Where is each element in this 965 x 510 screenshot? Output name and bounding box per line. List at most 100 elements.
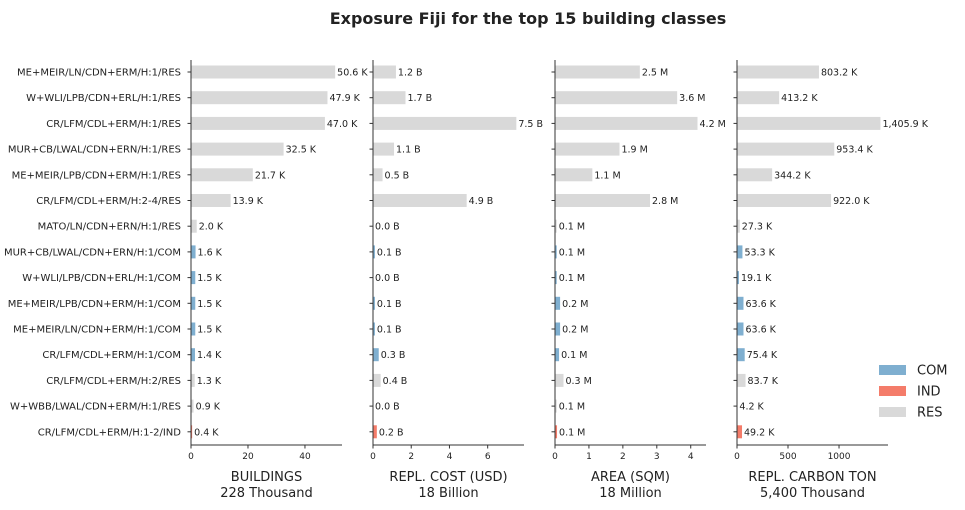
bar (555, 116, 698, 130)
category-label: W+WBB/LWAL/CDN+ERM/H:1/RES (10, 402, 181, 413)
data-label: 1.2 B (398, 68, 423, 79)
category-label: MATO/LN/CDN+ERN/H:1/RES (38, 222, 181, 233)
category-label: CR/LFM/CDL+ERM/H:1/RES (46, 119, 181, 130)
data-label: 344.2 K (774, 170, 811, 181)
category-label: MUR+CB/LWAL/CDN+ERN/H:1/RES (8, 145, 181, 156)
bar (191, 373, 195, 387)
data-label: 0.1 M (559, 222, 585, 233)
data-label: 4.2 M (700, 119, 726, 130)
data-label: 0.9 K (196, 402, 221, 413)
data-label: 47.9 K (329, 93, 360, 104)
x-tick-label: 0 (370, 452, 376, 462)
data-label: 803.2 K (821, 68, 858, 79)
bar (737, 296, 744, 310)
data-label: 413.2 K (781, 93, 818, 104)
category-label: ME+MEIR/LN/CDN+ERM/H:1/RES (17, 68, 181, 79)
category-label: CR/LFM/CDL+ERM/H:2/RES (46, 376, 181, 387)
bar (737, 373, 746, 387)
data-label: 27.3 K (742, 222, 773, 233)
bar (737, 219, 740, 233)
bar (737, 425, 743, 439)
data-label: 4.2 K (739, 402, 764, 413)
data-label: 19.1 K (741, 273, 772, 284)
data-label: 0.1 M (559, 402, 585, 413)
bar (555, 373, 564, 387)
data-label: 49.2 K (744, 427, 775, 438)
panel-2: 1.2 B 1.7 B 7.5 B 1.1 B 0.5 B 4.9 B 0.0 B 0.1 B… (369, 60, 543, 501)
data-label: 1.5 K (197, 325, 222, 336)
bar (737, 271, 739, 285)
bar (191, 399, 194, 413)
data-label: 7.5 B (518, 119, 543, 130)
x-tick-label: 1000 (828, 452, 851, 462)
data-label: 13.9 K (233, 196, 264, 207)
bar (373, 91, 406, 105)
x-axis-label: AREA (SQM) (591, 470, 670, 485)
data-label: 0.3 B (381, 350, 406, 361)
bar (191, 219, 197, 233)
x-tick-label: 2 (408, 452, 414, 462)
category-label: CR/LFM/CDL+ERM/H:2-4/RES (36, 196, 181, 207)
data-label: 0.5 B (385, 170, 410, 181)
bar (191, 142, 284, 156)
x-tick-label: 4 (688, 452, 694, 462)
data-label: 1.1 M (594, 170, 620, 181)
data-label: 0.1 B (377, 247, 402, 258)
bar (737, 142, 835, 156)
x-tick-label: 40 (299, 452, 311, 462)
x-tick-label: 4 (447, 452, 453, 462)
data-label: 2.8 M (652, 196, 678, 207)
data-label: 0.1 M (561, 350, 587, 361)
x-tick-label: 1 (586, 452, 592, 462)
x-axis-subtitle: 18 Million (599, 486, 662, 501)
category-labels: ME+MEIR/LN/CDN+ERM/H:1/RES W+WLI/LPB/CDN+… (4, 68, 181, 439)
panel-3: 2.5 M 3.6 M 4.2 M 1.9 M 1.1 M 2.8 M 0.1 M 0.1 M… (551, 60, 726, 501)
data-label: 0.3 M (565, 376, 591, 387)
data-label: 1.9 M (621, 145, 647, 156)
x-tick-label: 0 (552, 452, 558, 462)
bar (555, 194, 651, 207)
x-tick-label: 2 (620, 452, 626, 462)
bar (373, 194, 467, 207)
bar (373, 65, 396, 79)
panels: 50.6 K 47.9 K 47.0 K 32.5 K 21.7 K 13.9 K 2.0 … (187, 60, 929, 501)
data-label: 1.7 B (407, 93, 432, 104)
bar (373, 245, 375, 259)
data-label: 1,405.9 K (882, 119, 928, 130)
bar (373, 296, 375, 310)
x-tick-label: 20 (242, 452, 254, 462)
data-label: 0.2 M (562, 325, 588, 336)
bar (191, 194, 231, 207)
x-axis-label: REPL. COST (USD) (389, 470, 507, 485)
bar (555, 399, 557, 413)
category-label: ME+MEIR/LN/CDN+ERM/H:1/COM (13, 325, 181, 336)
bar (555, 425, 558, 439)
bar (555, 271, 557, 285)
panel-1: 50.6 K 47.9 K 47.0 K 32.5 K 21.7 K 13.9 K 2.0 … (187, 60, 368, 501)
bar (191, 91, 328, 105)
data-label: 4.9 B (469, 196, 494, 207)
data-label: 0.4 B (383, 376, 408, 387)
bar (191, 348, 195, 362)
legend-swatch (879, 407, 906, 417)
data-label: 1.3 K (197, 376, 222, 387)
category-label: CR/LFM/CDL+ERM/H:1/COM (42, 350, 181, 361)
data-label: 1.5 K (197, 273, 222, 284)
bar (555, 296, 561, 310)
data-label: 0.1 M (559, 273, 585, 284)
bar (191, 425, 193, 439)
data-label: 0.2 M (562, 299, 588, 310)
data-label: 0.0 B (375, 402, 400, 413)
data-label: 922.0 K (833, 196, 870, 207)
bar (555, 91, 678, 105)
category-label: CR/LFM/CDL+ERM/H:1-2/IND (38, 427, 182, 438)
bar (737, 91, 780, 105)
legend-swatch (879, 365, 906, 375)
bar (191, 65, 336, 79)
x-axis-label: BUILDINGS (231, 470, 302, 485)
bar (191, 271, 196, 285)
legend-swatch (879, 386, 906, 396)
bar (555, 348, 560, 362)
